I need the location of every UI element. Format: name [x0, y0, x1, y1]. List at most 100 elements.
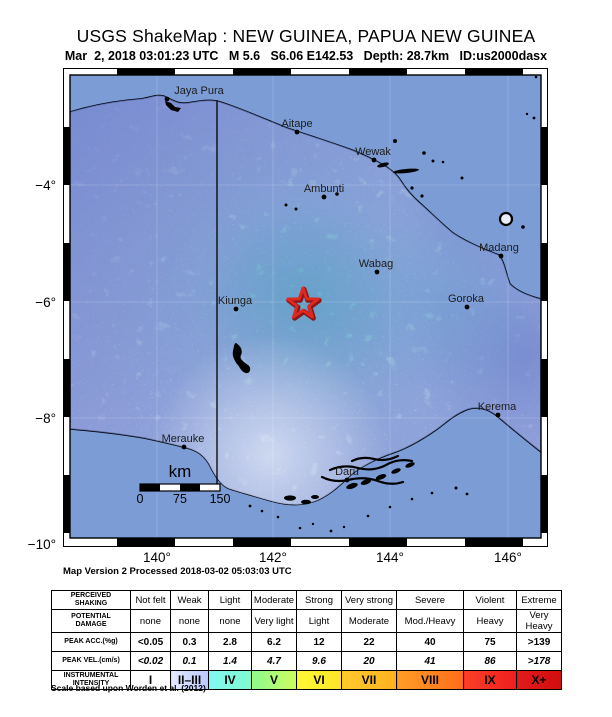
- row-header-peak-vel: PEAK VEL.(cm/s): [51, 651, 131, 671]
- axis-labels: −4° −6° −8° −10° 140° 142° 144° 146°: [28, 178, 522, 565]
- row-header-peak-acc: PEAK ACC.(%g): [51, 632, 131, 652]
- intensity-cell-7: IX: [463, 670, 517, 690]
- graticule: [70, 75, 541, 538]
- city-dot-madang: [498, 253, 504, 259]
- city-dot-kerema: [495, 412, 501, 418]
- city-labels: Jaya Pura Aitape Wewak Ambunti Madang Wa…: [162, 85, 519, 478]
- city-dot-aitape: [294, 129, 300, 135]
- intensity-cell-0: I: [130, 670, 171, 690]
- peak-acc-cell: 0.3: [170, 632, 209, 652]
- karkar-island: [498, 211, 514, 227]
- legend-footnote: Scale based upon Worden et al. (2012): [51, 683, 206, 693]
- peak-vel-cell: 1.4: [208, 651, 252, 671]
- shaking-cell: Strong: [296, 590, 342, 610]
- damage-cell: Moderate: [341, 609, 397, 633]
- map-frame: [63, 68, 548, 547]
- damage-cell: none: [208, 609, 252, 633]
- city-label-kiunga: Kiunga: [218, 295, 253, 307]
- peak-vel-cell: 86: [463, 651, 517, 671]
- peak-vel-cell: >178: [516, 651, 562, 671]
- city-label-daru: Daru: [335, 466, 359, 478]
- scale-tick-150: 150: [210, 492, 231, 506]
- lon-tick-140: 140°: [143, 550, 171, 565]
- city-label-goroka: Goroka: [448, 293, 485, 305]
- event-summary: Mar 2, 2018 03:01:23 UTC M 5.6 S6.06 E14…: [64, 49, 548, 63]
- lat-tick-8: −8°: [35, 411, 56, 426]
- peak-acc-cell: >139: [516, 632, 562, 652]
- shaking-cell: Light: [208, 590, 252, 610]
- row-header-damage: POTENTIAL DAMAGE: [51, 609, 131, 633]
- intensity-cell-8: X+: [516, 670, 562, 690]
- offshore-islands: [248, 75, 538, 533]
- water-features: [165, 101, 424, 505]
- intensity-cell-4: VI: [296, 670, 342, 690]
- peak-acc-cell: <0.05: [130, 632, 171, 652]
- city-dot-wabag: [374, 269, 380, 275]
- intensity-cell-6: VIII: [396, 670, 464, 690]
- intensity-legend-table: PERCEIVED SHAKING Not felt Weak Light Mo…: [51, 590, 562, 690]
- shaking-cell: Severe: [396, 590, 464, 610]
- city-dot-jaya-pura: [164, 96, 170, 102]
- peak-vel-cell: 20: [341, 651, 397, 671]
- peak-vel-cell: 41: [396, 651, 464, 671]
- city-dot-merauke: [181, 444, 187, 450]
- city-label-madang: Madang: [479, 242, 519, 254]
- damage-cell: Heavy: [463, 609, 517, 633]
- shaking-cell: Not felt: [130, 590, 171, 610]
- damage-cell: none: [130, 609, 171, 633]
- city-label-ambunti: Ambunti: [304, 183, 344, 195]
- row-instrumental-intensity: INSTRUMENTAL INTENSITY I II–III IV V VI …: [51, 670, 562, 690]
- map-title: USGS ShakeMap : NEW GUINEA, PAPUA NEW GU…: [76, 26, 536, 46]
- map-version-note: Map Version 2 Processed 2018-03-02 05:03…: [63, 566, 292, 577]
- row-peak-vel: PEAK VEL.(cm/s) <0.02 0.1 1.4 4.7 9.6 20…: [51, 651, 562, 671]
- city-dots: [164, 96, 504, 483]
- peak-acc-cell: 6.2: [251, 632, 297, 652]
- lon-tick-142: 142°: [259, 550, 287, 565]
- city-label-merauke: Merauke: [162, 433, 205, 445]
- lon-tick-146: 146°: [494, 550, 522, 565]
- lon-tick-144: 144°: [376, 550, 404, 565]
- peak-vel-cell: <0.02: [130, 651, 171, 671]
- scale-tick-75: 75: [173, 492, 187, 506]
- city-dot-daru: [344, 477, 350, 483]
- damage-cell: Mod./Heavy: [396, 609, 464, 633]
- peak-acc-cell: 40: [396, 632, 464, 652]
- map-canvas: km 0 75 150: [70, 75, 541, 538]
- intensity-cell-2: IV: [208, 670, 252, 690]
- lat-tick-4: −4°: [35, 178, 56, 193]
- scale-unit: km: [169, 462, 192, 481]
- damage-cell: Very Heavy: [516, 609, 562, 633]
- shaking-cell: Extreme: [516, 590, 562, 610]
- city-label-kerema: Kerema: [478, 401, 517, 413]
- lat-tick-6: −6°: [35, 295, 56, 310]
- shakemap-map: km 0 75 150: [28, 68, 548, 577]
- city-label-aitape: Aitape: [281, 118, 312, 130]
- city-dot-ambunti: [321, 194, 327, 200]
- city-label-jaya-pura: Jaya Pura: [174, 85, 224, 97]
- peak-vel-cell: 0.1: [170, 651, 209, 671]
- city-dot-wewak: [371, 157, 377, 163]
- peak-vel-cell: 4.7: [251, 651, 297, 671]
- damage-cell: none: [170, 609, 209, 633]
- damage-cell: Very light: [251, 609, 297, 633]
- scale-bar: km 0 75 150: [137, 462, 231, 506]
- peak-vel-cell: 9.6: [296, 651, 342, 671]
- row-perceived-shaking: PERCEIVED SHAKING Not felt Weak Light Mo…: [51, 590, 562, 610]
- city-dot-kiunga: [233, 306, 239, 312]
- row-header-shaking: PERCEIVED SHAKING: [51, 590, 131, 610]
- shaking-cell: Moderate: [251, 590, 297, 610]
- city-label-wewak: Wewak: [355, 146, 391, 158]
- lat-tick-10: −10°: [28, 537, 56, 552]
- row-potential-damage: POTENTIAL DAMAGE none none none Very lig…: [51, 609, 562, 633]
- city-label-wabag: Wabag: [359, 258, 393, 270]
- city-dot-goroka: [464, 304, 470, 310]
- intensity-cell-5: VII: [341, 670, 397, 690]
- row-peak-acc: PEAK ACC.(%g) <0.05 0.3 2.8 6.2 12 22 40…: [51, 632, 562, 652]
- peak-acc-cell: 75: [463, 632, 517, 652]
- damage-cell: Light: [296, 609, 342, 633]
- peak-acc-cell: 22: [341, 632, 397, 652]
- scale-tick-0: 0: [137, 492, 144, 506]
- shaking-cell: Weak: [170, 590, 209, 610]
- peak-acc-cell: 2.8: [208, 632, 252, 652]
